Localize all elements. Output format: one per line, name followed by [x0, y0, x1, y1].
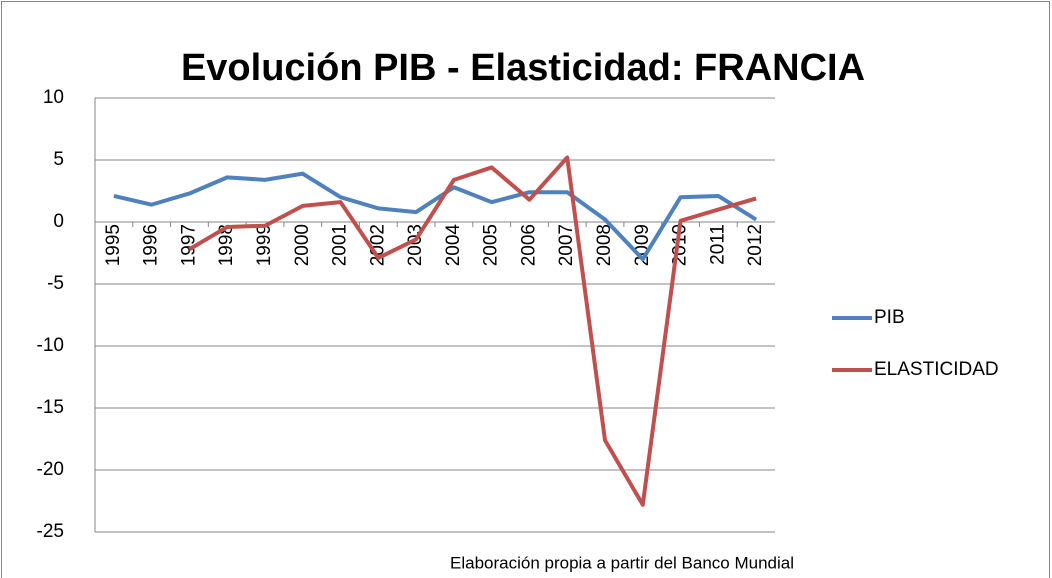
x-tick-label: 2011 [707, 224, 728, 265]
y-tick-label: -5 [47, 273, 64, 294]
x-tick-label: 2001 [330, 224, 351, 266]
x-tick-label: 2000 [292, 224, 313, 266]
x-tick-label: 1996 [141, 224, 162, 266]
y-tick-label: -25 [37, 521, 64, 542]
x-tick-label: 1995 [103, 224, 124, 266]
y-tick-label: -20 [37, 459, 64, 480]
legend-label: ELASTICIDAD [874, 359, 999, 380]
series-line [188, 155, 757, 507]
y-tick-label: 0 [53, 211, 64, 232]
legend-label: PIB [874, 307, 905, 328]
x-tick-label: 1997 [178, 224, 199, 266]
y-tick-label: -10 [37, 335, 64, 356]
x-tick-label: 2004 [443, 224, 464, 267]
x-tick-label: 2005 [481, 224, 502, 266]
y-tick-label: 10 [43, 87, 64, 108]
x-tick-label: 2007 [556, 224, 577, 266]
x-tick-label: 2008 [594, 224, 615, 266]
source-note: Elaboración propia a partir del Banco Mu… [450, 553, 794, 572]
x-tick-label: 1998 [216, 224, 237, 266]
y-tick-label: -15 [37, 397, 64, 418]
y-tick-label: 5 [53, 149, 64, 170]
x-tick-label: 1999 [254, 224, 275, 266]
chart-title: Evolución PIB - Elasticidad: FRANCIA [181, 47, 865, 89]
x-tick-label: 2012 [745, 224, 766, 266]
series-line [113, 171, 758, 262]
x-tick-label: 2006 [518, 224, 539, 266]
